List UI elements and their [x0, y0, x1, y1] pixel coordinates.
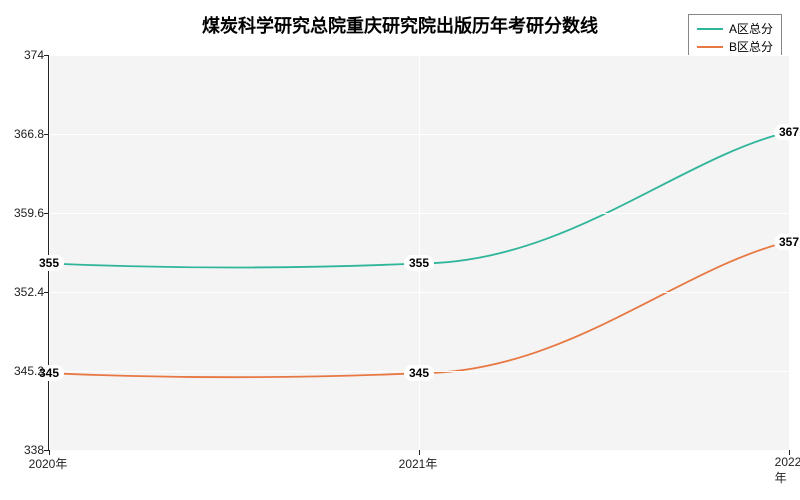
plot-area: 355355367345345357: [48, 55, 789, 451]
chart-container: 煤炭科学研究总院重庆研究院出版历年考研分数线 A区总分 B区总分 3553553…: [0, 0, 800, 500]
y-tick-label: 345.2: [14, 364, 44, 378]
y-tick-label: 352.4: [14, 285, 44, 299]
chart-title: 煤炭科学研究总院重庆研究院出版历年考研分数线: [0, 12, 800, 38]
legend: A区总分 B区总分: [688, 14, 782, 61]
legend-swatch-0: [697, 28, 723, 30]
legend-label-1: B区总分: [729, 38, 773, 55]
data-label: 367: [774, 124, 800, 140]
gridline-v: [49, 55, 50, 450]
x-tick-label: 2020年: [29, 455, 68, 472]
gridline-v: [419, 55, 420, 450]
y-tick-label: 366.8: [14, 127, 44, 141]
x-tick-label: 2021年: [399, 455, 438, 472]
legend-label-0: A区总分: [729, 20, 773, 37]
legend-item-1: B区总分: [697, 38, 773, 55]
x-tick-label: 2022年: [775, 455, 800, 486]
legend-swatch-1: [697, 46, 723, 48]
data-label: 357: [774, 234, 800, 250]
gridline-v: [789, 55, 790, 450]
data-label: 355: [34, 255, 64, 271]
y-tick-label: 359.6: [14, 206, 44, 220]
data-label: 345: [404, 365, 434, 381]
y-tick-label: 374: [24, 48, 44, 62]
legend-item-0: A区总分: [697, 20, 773, 37]
data-label: 355: [404, 255, 434, 271]
